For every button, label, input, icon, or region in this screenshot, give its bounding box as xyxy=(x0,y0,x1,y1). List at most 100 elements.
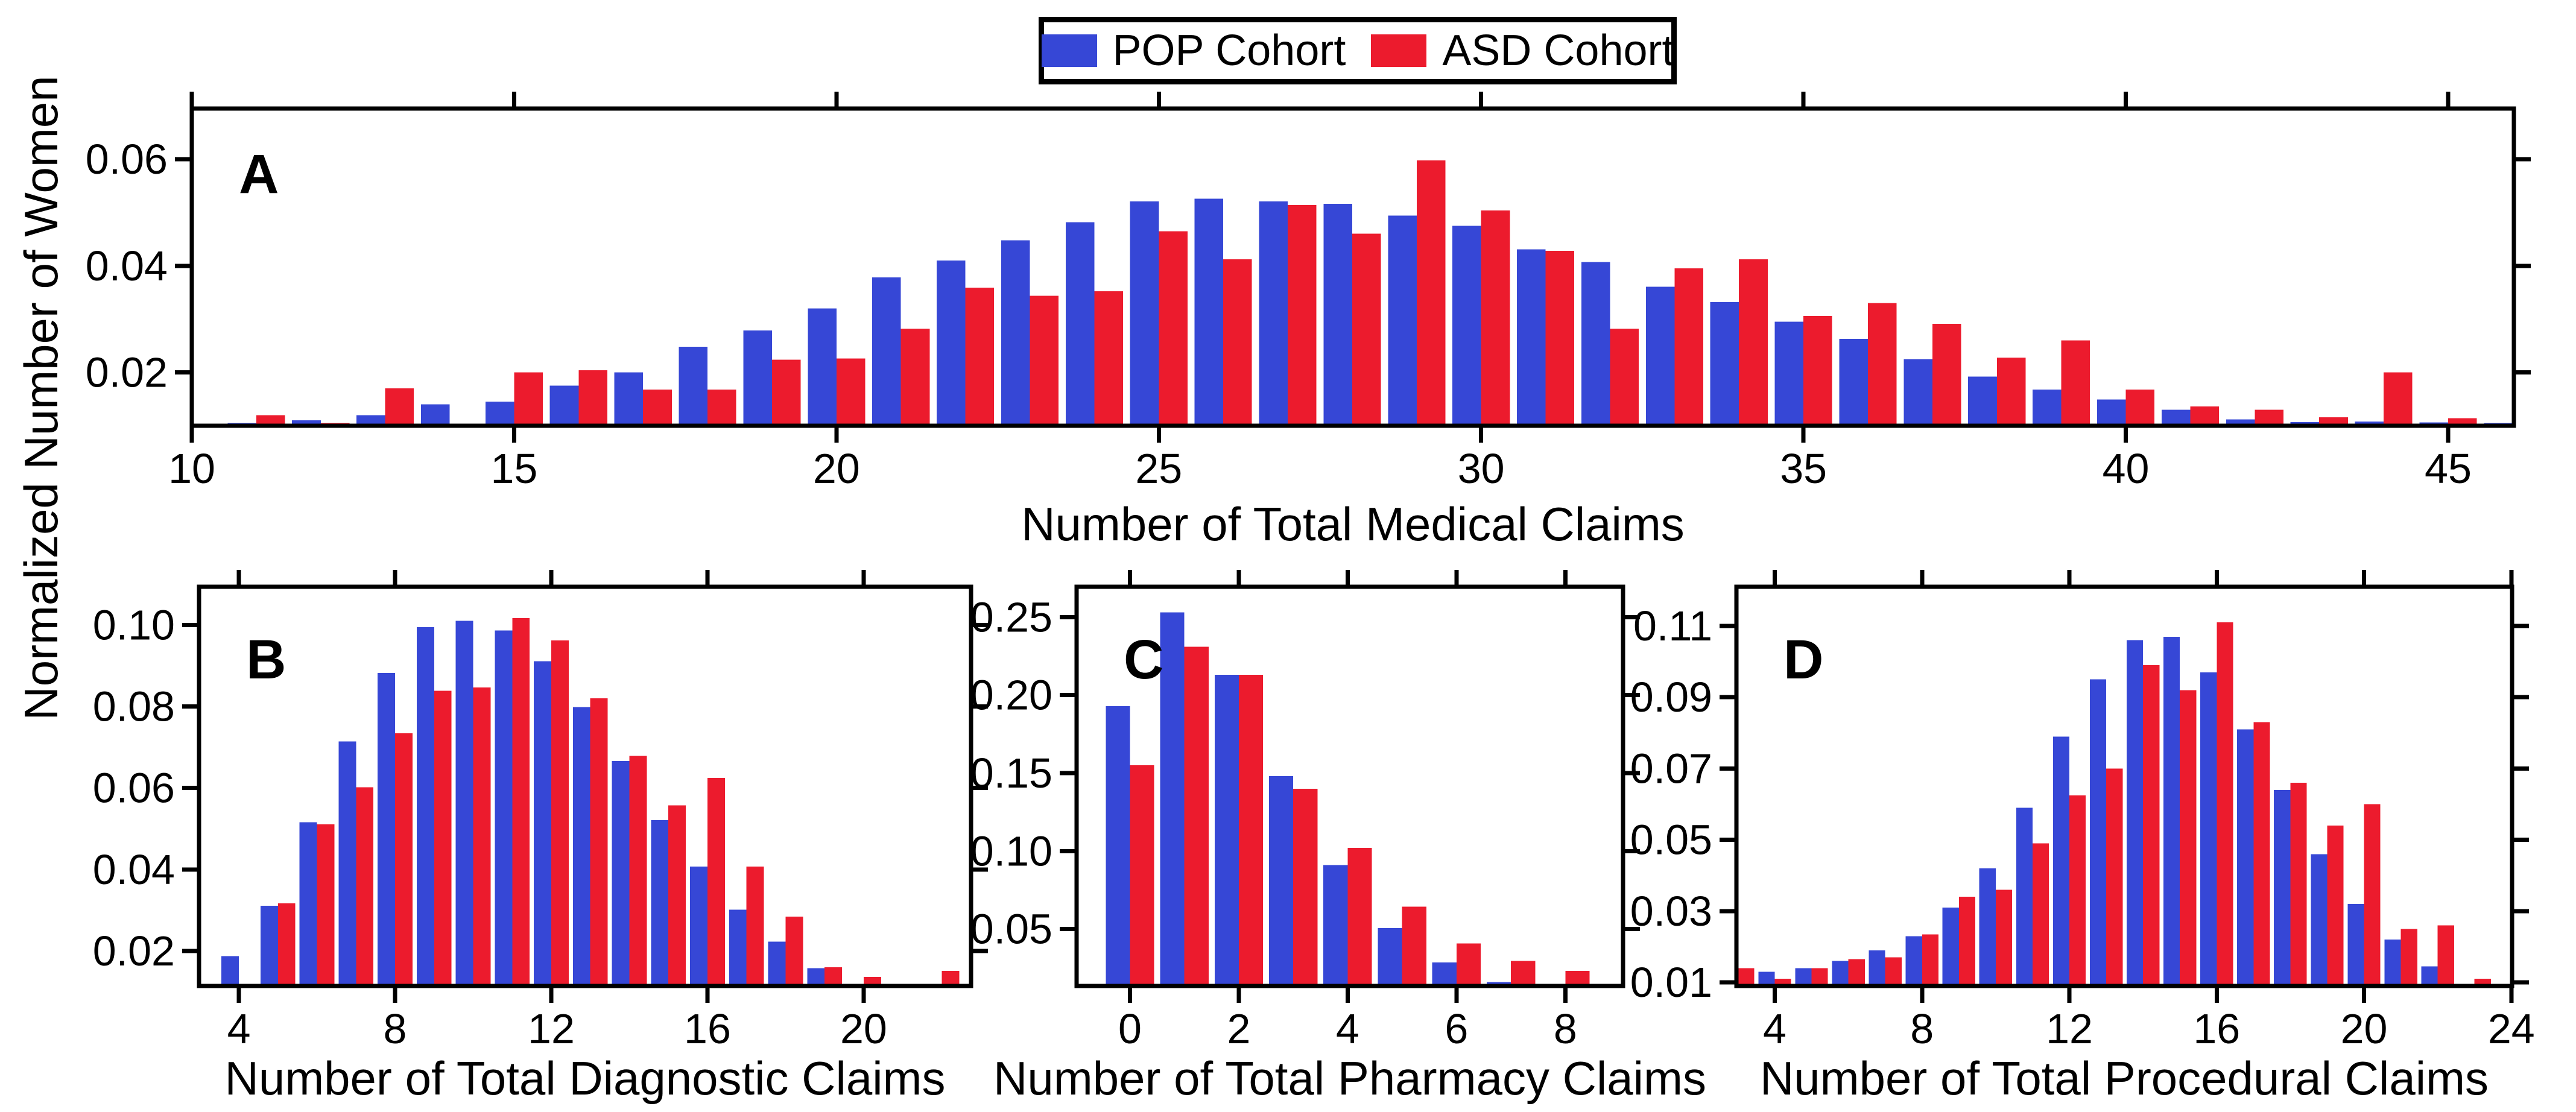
bar-asd xyxy=(1811,968,1828,986)
y-tick-label: 0.09 xyxy=(1630,674,1712,721)
bar-pop xyxy=(2089,679,2107,986)
y-tick-label: 0.15 xyxy=(970,750,1052,797)
bar-pop xyxy=(534,661,551,986)
bar-asd xyxy=(2290,783,2307,986)
bar-asd xyxy=(785,917,803,986)
bar-asd xyxy=(356,787,374,986)
axes-frame xyxy=(1734,584,2514,988)
bar-asd xyxy=(1030,295,1059,426)
bar-pop xyxy=(2355,421,2384,426)
plot-panel-C: 0 2 4 6 8 0.05 0.10 0.15 0.20 0.25 C Number of Tota… xyxy=(970,570,1706,1105)
bar-asd xyxy=(1159,231,1188,426)
y-tick-label: 0.10 xyxy=(970,827,1052,874)
bar-asd xyxy=(1996,357,2026,426)
bar-asd xyxy=(1674,268,1703,426)
bar-pop xyxy=(2237,729,2254,986)
bar-asd xyxy=(900,329,930,426)
x-tick-label: 8 xyxy=(384,1005,407,1052)
bar-asd xyxy=(2061,340,2090,426)
bar-asd xyxy=(2125,389,2155,426)
bar-pop xyxy=(937,260,966,426)
bar-pop xyxy=(1065,222,1095,426)
bar-asd xyxy=(1610,329,1639,426)
bar-pop xyxy=(1832,961,1849,986)
x-axis-label: Number of Total Procedural Claims xyxy=(1760,1052,2489,1105)
bar-asd xyxy=(2143,665,2160,986)
bar-asd xyxy=(1995,889,2013,986)
bar-asd xyxy=(473,687,491,986)
bar-asd xyxy=(629,756,647,986)
bar-pop xyxy=(1710,302,1739,426)
y-tick-label: 0.10 xyxy=(93,601,175,648)
legend-item-asd: ASD Cohort xyxy=(1371,29,1674,72)
bar-asd xyxy=(1958,897,1975,986)
bar-asd xyxy=(771,359,801,426)
bar-asd xyxy=(2327,826,2344,986)
bar-asd xyxy=(836,358,866,426)
bar-pop xyxy=(292,420,321,426)
bar-asd xyxy=(1130,765,1154,986)
bar-pop xyxy=(872,277,901,426)
bars-group xyxy=(1106,612,1590,986)
x-tick-label: 4 xyxy=(1336,1005,1359,1052)
bar-asd xyxy=(2255,409,2283,426)
bar-pop xyxy=(808,308,837,426)
y-tick-label: 0.20 xyxy=(970,672,1052,719)
bar-pop xyxy=(1259,201,1288,426)
bar-asd xyxy=(1293,788,1318,986)
bar-pop xyxy=(1517,249,1546,426)
legend-item-pop: POP Cohort xyxy=(1041,29,1346,72)
bar-pop xyxy=(2052,736,2070,986)
bar-asd xyxy=(965,288,995,426)
bar-asd xyxy=(643,389,672,426)
bar-pop xyxy=(1001,240,1030,426)
bar-pop xyxy=(768,941,786,986)
y-tick-label: 0.25 xyxy=(970,593,1052,640)
x-tick-label: 16 xyxy=(2193,1005,2240,1052)
bar-pop xyxy=(2161,409,2191,426)
legend-label-asd: ASD Cohort xyxy=(1442,27,1674,75)
bar-asd xyxy=(1456,943,1481,986)
bar-pop xyxy=(1645,286,1675,426)
bar-asd xyxy=(1774,979,1791,986)
x-tick-label: 24 xyxy=(2488,1005,2535,1052)
bar-asd xyxy=(512,618,530,986)
bar-asd xyxy=(2032,843,2049,986)
y-tick-label: 0.06 xyxy=(93,765,175,812)
bar-asd xyxy=(1803,315,1832,426)
bar-asd xyxy=(277,903,296,986)
bar-pop xyxy=(2226,419,2255,426)
bar-pop xyxy=(1194,198,1224,426)
bar-asd xyxy=(1223,259,1252,426)
y-tick-label: 0.05 xyxy=(1630,817,1712,864)
bar-pop xyxy=(1968,376,1997,426)
panel-letter: D xyxy=(1783,629,1823,690)
bar-pop xyxy=(485,402,514,426)
pop-cohort-swatch-icon xyxy=(1041,34,1097,67)
bar-asd xyxy=(1094,291,1123,426)
bar-asd xyxy=(2437,925,2454,986)
bar-pop xyxy=(612,761,630,986)
y-tick-label: 0.06 xyxy=(86,136,168,183)
y-tick-label: 0.07 xyxy=(1630,745,1712,792)
bar-pop xyxy=(299,822,317,986)
bars-group xyxy=(1738,622,2491,986)
plot-panel-D: 4 8 12 16 20 24 0.01 0.03 0.05 0.07 0.09 0.11 D Numbe… xyxy=(1630,570,2535,1105)
bar-pop xyxy=(614,372,644,426)
bar-asd xyxy=(1288,205,1317,426)
x-tick-label: 12 xyxy=(528,1005,575,1052)
bar-pop xyxy=(495,630,513,986)
bar-asd xyxy=(2253,722,2270,986)
x-tick-label: 16 xyxy=(684,1005,731,1052)
bar-asd xyxy=(514,372,543,426)
bar-asd xyxy=(2069,795,2086,986)
plot-panel-A: 10 15 20 25 30 35 40 45 0.02 0.04 0.06 A Number of T… xyxy=(86,92,2531,551)
bar-pop xyxy=(2016,807,2033,986)
bar-pop xyxy=(572,707,590,986)
bar-pop xyxy=(1378,928,1402,986)
bar-pop xyxy=(1904,359,1932,426)
bar-pop xyxy=(1795,968,1812,986)
bars-group xyxy=(227,160,2513,426)
x-tick-label: 10 xyxy=(168,445,215,492)
bar-pop xyxy=(1581,262,1610,426)
